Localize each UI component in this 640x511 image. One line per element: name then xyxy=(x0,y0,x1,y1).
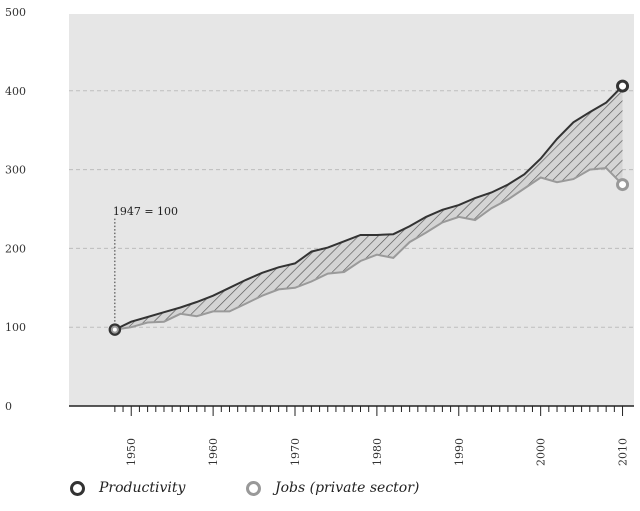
y-tick-label-300: 300 xyxy=(5,164,26,177)
end-marker-productivity xyxy=(616,79,630,93)
legend-label-productivity: Productivity xyxy=(99,480,186,496)
y-axis-tick-labels: 0 100 200 300 400 500 xyxy=(5,6,26,413)
y-tick-label-100: 100 xyxy=(5,321,26,334)
x-axis-ticks: 1950 1960 1970 1980 1990 2000 2010 xyxy=(114,406,630,466)
y-tick-label-0: 0 xyxy=(5,400,12,413)
series-line-productivity xyxy=(114,85,624,331)
legend-item-jobs: Jobs (private sector) xyxy=(246,480,419,496)
x-tick-label-2000: 2000 xyxy=(535,438,548,466)
series-endpoints xyxy=(108,79,630,336)
legend: Productivity Jobs (private sector) xyxy=(0,480,640,504)
annotation-label: 1947 = 100 xyxy=(113,205,178,218)
chart: 0 100 200 300 400 500 1947 = 100 1950 1960 1970… xyxy=(5,6,634,466)
legend-marker-jobs-icon xyxy=(246,480,261,496)
end-marker-jobs xyxy=(616,178,630,192)
x-tick-label-1980: 1980 xyxy=(371,438,384,466)
start-marker-inner xyxy=(110,325,119,334)
y-tick-label-500: 500 xyxy=(5,6,26,19)
x-tick-label-1950: 1950 xyxy=(125,438,138,466)
x-tick-label-1970: 1970 xyxy=(289,438,302,466)
legend-item-productivity: Productivity xyxy=(70,480,185,496)
legend-label-jobs: Jobs (private sector) xyxy=(275,480,420,496)
x-tick-label-2010: 2010 xyxy=(617,438,630,466)
series-line-jobs xyxy=(114,166,624,331)
plot-background xyxy=(69,14,634,406)
y-tick-label-400: 400 xyxy=(5,85,26,98)
x-tick-label-1990: 1990 xyxy=(453,438,466,466)
legend-marker-productivity-icon xyxy=(70,480,85,496)
y-tick-label-200: 200 xyxy=(5,242,26,255)
x-tick-label-1960: 1960 xyxy=(207,438,220,466)
